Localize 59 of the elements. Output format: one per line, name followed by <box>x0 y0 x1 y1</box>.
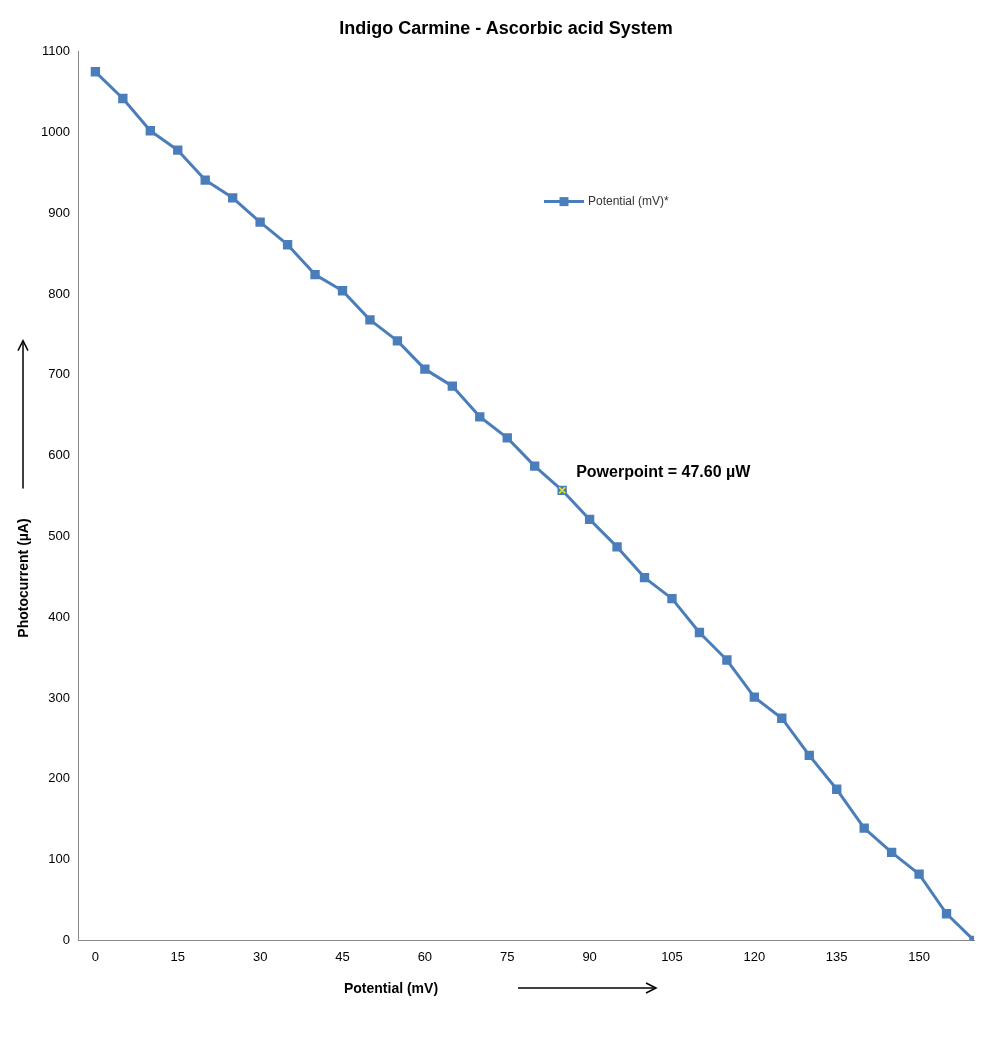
point <box>777 713 787 723</box>
point <box>914 869 924 879</box>
point <box>859 823 869 833</box>
x-tick-label: 135 <box>825 948 848 964</box>
y-tick-label: 500 <box>48 527 70 543</box>
point <box>475 412 485 422</box>
point <box>255 217 265 227</box>
point <box>392 336 403 346</box>
y-tick-label: 900 <box>48 204 70 220</box>
legend-label: Potential (mV)* <box>588 193 670 208</box>
y-tick-label: 800 <box>48 285 70 301</box>
y-tick-label: 700 <box>48 366 70 382</box>
y-tick-label: 1100 <box>41 43 70 59</box>
x-tick-label: 105 <box>661 948 683 964</box>
point <box>502 433 512 443</box>
point <box>337 286 348 296</box>
y-tick-label: 400 <box>48 608 70 624</box>
point <box>447 381 458 391</box>
point <box>886 847 897 858</box>
y-tick-label: 300 <box>48 689 70 705</box>
y-axis-title: Photocurrent (µA) <box>15 518 31 638</box>
chart-title: Indigo Carmine - Ascorbic acid System <box>339 17 673 38</box>
point <box>722 655 732 665</box>
x-tick-label: 15 <box>170 948 185 964</box>
point <box>804 750 814 761</box>
point <box>584 514 595 525</box>
y-tick-label: 100 <box>48 851 70 867</box>
point <box>941 909 952 919</box>
x-tick-label: 30 <box>252 948 268 964</box>
x-tick-label: 90 <box>582 948 597 964</box>
point <box>227 193 238 203</box>
x-tick-label: 60 <box>417 948 433 964</box>
point <box>530 461 540 471</box>
y-tick-label: 1000 <box>41 123 70 139</box>
point <box>118 93 128 104</box>
point <box>90 67 101 77</box>
point <box>749 692 760 702</box>
point <box>282 240 293 250</box>
x-tick-label: 45 <box>335 948 350 964</box>
point <box>200 175 210 185</box>
x-axis-title: Potential (mV) <box>343 980 439 996</box>
y-tick-label: 200 <box>48 770 70 786</box>
x-tick-label: 150 <box>908 948 930 964</box>
point <box>639 572 650 583</box>
x-tick-label: 0 <box>91 948 100 964</box>
point <box>667 593 677 604</box>
point <box>173 145 183 155</box>
x-tick-label: 75 <box>500 948 515 964</box>
point <box>145 126 155 136</box>
point <box>365 315 375 325</box>
point <box>694 627 705 638</box>
point <box>612 542 622 552</box>
y-tick-label: 0 <box>62 931 70 947</box>
annotation: Powerpoint = 47.60 µW <box>576 462 752 480</box>
point <box>832 784 842 794</box>
point <box>420 364 430 374</box>
y-tick-label: 600 <box>48 447 70 463</box>
point <box>310 269 320 280</box>
x-tick-label: 120 <box>743 948 766 964</box>
